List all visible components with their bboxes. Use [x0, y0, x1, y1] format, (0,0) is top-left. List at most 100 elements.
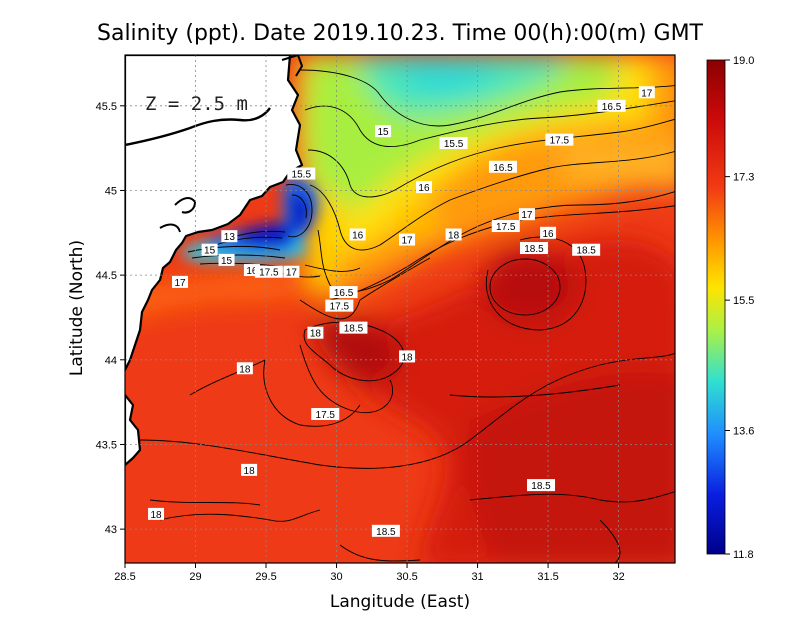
contour-label-box — [375, 125, 392, 138]
contour-label-box — [218, 253, 235, 266]
contour-label-text: 18 — [244, 466, 256, 477]
colorbar-tick-label: 11.8 — [733, 549, 754, 561]
contour-label-box — [540, 226, 557, 239]
contour-label-box — [287, 167, 316, 180]
contour-label-text: 18 — [239, 364, 251, 375]
contour-label-box — [201, 243, 218, 256]
contour-label-box — [597, 99, 626, 112]
contour-label-text: 18 — [310, 329, 322, 340]
contour-label-box — [519, 242, 548, 255]
x-tick-label: 29 — [189, 571, 201, 583]
contour-label: 15.5 — [287, 167, 316, 181]
contour-label-text: 18.5 — [531, 481, 551, 492]
contour-label-text: 15 — [204, 246, 216, 257]
y-tick-label: 43.5 — [96, 439, 117, 451]
contour-label-box — [329, 286, 358, 299]
contour-label: 17.5 — [545, 133, 574, 147]
colorbar-tick-label: 13.6 — [733, 426, 754, 438]
contour-label: 16 — [349, 228, 366, 241]
contour-label-box — [439, 137, 468, 150]
x-tick-label: 31 — [471, 571, 483, 583]
contour-label-text: 13 — [224, 232, 236, 243]
contour-label-text: 18.5 — [344, 324, 364, 335]
contour-label-text: 17 — [641, 88, 653, 99]
land-mask — [125, 55, 304, 467]
contour-label-text: 16 — [418, 183, 430, 194]
contour-label: 15 — [218, 253, 235, 267]
contour-lines — [139, 69, 675, 563]
contour-label: 17 — [283, 265, 300, 279]
depth-label: Z = 2.5 m — [145, 93, 248, 115]
contour-label-box — [172, 275, 188, 288]
contour-label-text: 18 — [150, 510, 162, 521]
contour-label-text: 16.5 — [602, 102, 622, 113]
colorbar-tick-label: 15.5 — [733, 295, 754, 307]
contour-label-text: 18.5 — [376, 527, 396, 538]
contour-label: 17 — [399, 233, 416, 247]
contour-label-text: 18 — [448, 230, 460, 241]
contour-label: 13 — [221, 230, 238, 243]
contour-label-box — [518, 208, 535, 221]
contour-label-text: 16 — [352, 230, 364, 241]
contour-label-box — [254, 265, 283, 278]
y-tick-label: 44.5 — [96, 270, 117, 282]
contour-label: 17.5 — [325, 299, 354, 313]
y-axis-label: Latitude (North) — [67, 240, 87, 376]
y-tick-label: 44 — [105, 355, 117, 367]
plot-frame — [124, 54, 676, 564]
chart-title: Salinity (ppt). Date 2019.10.23. Time 00… — [97, 21, 704, 46]
contour-label-box — [399, 350, 416, 363]
contour-label-box — [349, 228, 366, 241]
y-axis-ticks: 43 43.5 44 44.5 45 45.5 — [96, 101, 125, 536]
contour-label-text: 17 — [174, 278, 186, 289]
x-tick-label: 32 — [612, 571, 624, 583]
contour-label-text: 16 — [543, 229, 555, 240]
contour-label: 18.5 — [519, 242, 548, 255]
contour-label-text: 17.5 — [330, 302, 350, 313]
contour-label: 16 — [540, 226, 557, 240]
contour-label-box — [371, 524, 400, 537]
contour-label-box — [339, 321, 368, 334]
contour-label: 18.5 — [572, 243, 601, 257]
contour-label-text: 18 — [401, 352, 413, 363]
contour-label-box — [325, 299, 354, 312]
contour-label: 18.5 — [371, 524, 400, 538]
contour-label-box — [241, 463, 258, 476]
colorbar-gradient — [707, 60, 725, 554]
x-tick-label: 28.5 — [114, 571, 135, 583]
contour-label: 15 — [201, 243, 218, 257]
contour-label: 15.5 — [439, 137, 468, 150]
x-axis-label: Langitude (East) — [330, 592, 470, 612]
contour-label-text: 15 — [378, 127, 390, 138]
contour-label-text: 15.5 — [444, 139, 464, 150]
contour-label-box — [527, 479, 556, 492]
contour-label-text: 17 — [401, 236, 413, 247]
contour-label: 16 — [415, 181, 432, 194]
contour-label: 16.5 — [488, 160, 517, 174]
contour-label-box — [283, 265, 300, 278]
contour-label: 17.5 — [311, 407, 340, 421]
contour-label-box — [445, 228, 462, 241]
contour-label-box — [415, 181, 432, 194]
contour-label: 17 — [172, 275, 188, 289]
colorbar-ticks: 19.0 17.3 15.5 13.6 11.8 — [725, 55, 754, 561]
contour-labels: 17 16.5 15 15.5 17.5 16.5 15.5 16 17 17.5 16 16 17 18… — [148, 86, 655, 538]
colorbar-tick-label: 17.3 — [733, 172, 754, 184]
x-tick-label: 30 — [330, 571, 342, 583]
contour-label-text: 15.5 — [292, 170, 312, 181]
contour-label-box — [638, 86, 655, 99]
contour-label: 16.5 — [597, 99, 626, 113]
contour-label-box — [572, 243, 601, 256]
contour-label-text: 16.5 — [493, 163, 513, 174]
contour-label-text: 17 — [286, 268, 298, 279]
contour-label-text: 17.5 — [496, 222, 516, 233]
contour-label: 18.5 — [339, 321, 368, 335]
contour-label: 17.5 — [491, 220, 520, 233]
contour-label-text: 16 — [246, 266, 258, 277]
contour-label-box — [491, 220, 520, 233]
contour-label-text: 15 — [221, 256, 233, 267]
contour-label: 18 — [307, 326, 324, 340]
colorbar-tick-label: 19.0 — [733, 55, 754, 67]
contour-label-box — [236, 362, 253, 375]
